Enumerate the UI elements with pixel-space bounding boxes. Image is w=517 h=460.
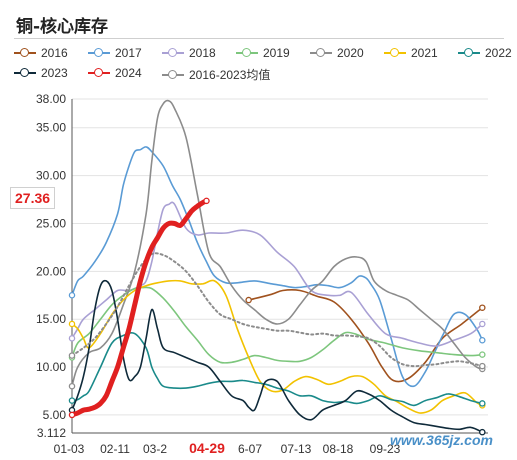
legend-swatch-icon	[162, 69, 184, 81]
series-point-2017	[68, 292, 76, 299]
legend-item-2021[interactable]: 2021	[384, 46, 438, 60]
series-point-2022	[68, 397, 76, 404]
legend-swatch-icon	[384, 47, 406, 59]
series-line-2024	[69, 198, 209, 418]
legend-label: 2024	[115, 66, 142, 80]
series-point-avg	[68, 352, 76, 359]
series-line-2019	[71, 286, 484, 364]
series-line-2021	[71, 279, 484, 414]
legend-item-2022[interactable]: 2022	[458, 46, 512, 60]
legend-swatch-icon	[236, 47, 258, 59]
legend-label: 2023	[41, 66, 68, 80]
legend-swatch-icon	[458, 47, 480, 59]
y-tick-label: 5.00	[43, 408, 67, 422]
legend-label: 2019	[263, 46, 290, 60]
series-point-2018	[479, 320, 486, 328]
legend-label: 2021	[411, 46, 438, 60]
legend-item-2016[interactable]: 2016	[14, 46, 68, 60]
y-tick-label: 15.00	[36, 312, 66, 326]
series-point-2020	[68, 382, 76, 390]
legend-item-2019[interactable]: 2019	[236, 46, 290, 60]
y-tick-label: 20.00	[36, 264, 66, 278]
current-value-badge: 27.36	[10, 187, 56, 209]
legend-swatch-icon	[14, 67, 36, 79]
legend-label: 2017	[115, 46, 142, 60]
x-tick-label: 01-03	[54, 442, 85, 456]
legend-item-2018[interactable]: 2018	[162, 46, 216, 60]
x-tick-label: 09-23	[370, 442, 401, 456]
y-tick-label: 25.00	[36, 216, 66, 230]
x-tick-label: 08-18	[323, 442, 354, 456]
series-point-2024	[68, 411, 76, 419]
legend-item-2024[interactable]: 2024	[88, 66, 142, 80]
legend-swatch-icon	[88, 67, 110, 79]
y-tick-label: 35.00	[36, 121, 66, 135]
series-line-2020	[71, 99, 484, 387]
series-point-2016	[479, 304, 486, 311]
series-line-2018	[71, 201, 484, 347]
series-point-2021	[68, 320, 76, 328]
legend-item-2023[interactable]: 2023	[14, 66, 68, 80]
series-point-2023	[479, 428, 486, 436]
legend-item-2020[interactable]: 2020	[310, 46, 364, 60]
title-divider	[14, 38, 504, 39]
x-tick-label: 04-29	[189, 440, 225, 456]
x-tick-label: 02-11	[100, 442, 130, 456]
legend-swatch-icon	[14, 47, 36, 59]
series-point-2018	[68, 335, 76, 342]
y-tick-label: 3.112	[37, 426, 66, 440]
legend-label: 2016	[41, 46, 68, 60]
chart-title: 铜-核心库存	[16, 17, 109, 37]
watermark: www.365jz.com	[390, 432, 493, 448]
y-tick-label: 30.00	[36, 169, 66, 183]
y-tick-label: 38.00	[36, 92, 66, 106]
legend-item-2017[interactable]: 2017	[88, 46, 142, 60]
legend-label: 2022	[485, 46, 512, 60]
series-point-2024	[203, 197, 210, 205]
series-line-2017	[71, 146, 484, 388]
x-tick-label: 03-2	[143, 442, 167, 456]
series-point-2016	[245, 296, 252, 304]
legend-label: 2020	[337, 46, 364, 60]
series-point-avg	[479, 362, 486, 370]
legend-label: 2016-2023均值	[189, 68, 271, 82]
series-line-avg	[71, 252, 484, 368]
x-tick-label: 6-07	[238, 442, 262, 456]
x-tick-label: 07-13	[281, 442, 312, 456]
series-point-2017	[479, 337, 486, 344]
y-tick-label: 10.00	[36, 360, 66, 374]
series-point-2019	[479, 351, 486, 358]
legend-swatch-icon	[88, 47, 110, 59]
legend-label: 2018	[189, 46, 216, 60]
legend-swatch-icon	[162, 47, 184, 59]
legend-swatch-icon	[310, 47, 332, 59]
legend-item-avg[interactable]: 2016-2023均值	[162, 66, 270, 83]
series-point-2022	[479, 400, 486, 407]
